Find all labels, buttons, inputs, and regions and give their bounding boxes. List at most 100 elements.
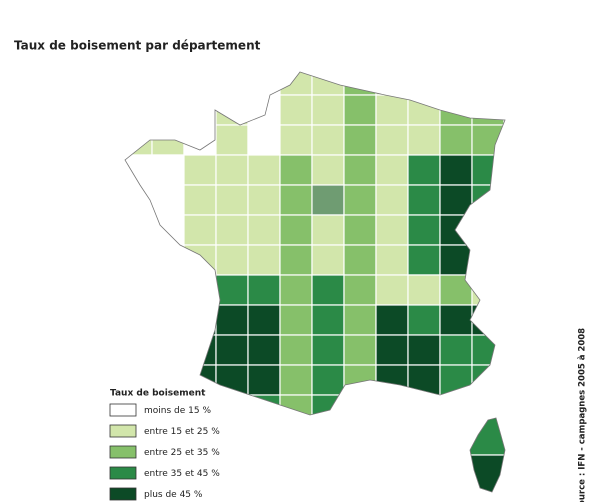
department — [125, 124, 153, 156]
department — [439, 304, 473, 336]
department — [247, 334, 281, 366]
department — [471, 304, 505, 336]
department — [311, 364, 345, 396]
legend: Taux de boisement moins de 15 % entre 15 … — [109, 389, 220, 501]
department — [343, 334, 377, 366]
department — [343, 394, 377, 415]
department — [439, 214, 473, 246]
department — [183, 184, 217, 216]
department — [125, 274, 153, 306]
department — [311, 214, 345, 246]
department — [215, 154, 249, 186]
department — [215, 72, 249, 96]
department — [215, 334, 249, 366]
department — [247, 94, 281, 126]
department — [407, 274, 441, 306]
department — [311, 304, 345, 336]
department — [343, 72, 377, 96]
departments — [125, 72, 505, 415]
department — [215, 394, 249, 415]
department — [311, 274, 345, 306]
department — [311, 334, 345, 366]
department — [471, 154, 505, 186]
department — [503, 124, 505, 156]
department — [215, 244, 249, 276]
department — [311, 154, 345, 186]
department — [407, 72, 441, 96]
department — [439, 94, 473, 126]
department — [375, 274, 409, 306]
department — [343, 124, 377, 156]
legend-label: entre 35 et 45 % — [144, 469, 220, 479]
department — [279, 184, 313, 216]
department — [375, 154, 409, 186]
department — [247, 274, 281, 306]
france-outline — [124, 71, 506, 416]
department — [247, 72, 281, 96]
department — [247, 304, 281, 336]
department — [343, 244, 377, 276]
legend-label: plus de 45 % — [144, 490, 203, 500]
department — [439, 274, 473, 306]
department — [375, 364, 409, 396]
department — [439, 154, 473, 186]
department — [311, 184, 345, 216]
department — [311, 72, 345, 96]
department — [439, 244, 473, 276]
department — [343, 154, 377, 186]
corsica — [470, 418, 505, 492]
department — [279, 94, 313, 126]
department — [311, 394, 345, 415]
department — [503, 184, 505, 216]
department — [125, 214, 153, 246]
department — [503, 334, 505, 366]
department — [343, 94, 377, 126]
department — [407, 124, 441, 156]
department — [471, 364, 505, 396]
department — [375, 334, 409, 366]
department — [151, 244, 185, 276]
department — [471, 72, 505, 96]
department — [279, 244, 313, 276]
department — [407, 94, 441, 126]
department — [125, 72, 153, 96]
department — [215, 184, 249, 216]
department — [439, 124, 473, 156]
department — [343, 274, 377, 306]
department — [375, 244, 409, 276]
department — [503, 154, 505, 186]
department — [279, 364, 313, 396]
department — [279, 72, 313, 96]
department — [279, 154, 313, 186]
department — [375, 124, 409, 156]
source-note: Source : IFN - campagnes 2005 à 2008 — [578, 328, 588, 502]
department — [439, 334, 473, 366]
department — [279, 124, 313, 156]
department — [215, 124, 249, 156]
department — [439, 394, 473, 415]
department — [247, 364, 281, 396]
department — [375, 304, 409, 336]
department — [503, 364, 505, 396]
department — [407, 214, 441, 246]
department — [183, 94, 217, 126]
legend-swatch — [109, 487, 137, 501]
department — [151, 334, 185, 366]
department — [503, 244, 505, 276]
legend-swatch — [109, 466, 137, 480]
department — [247, 184, 281, 216]
legend-label: entre 25 et 35 % — [144, 448, 220, 458]
department — [279, 274, 313, 306]
corsica-outline — [469, 417, 506, 493]
department — [125, 94, 153, 126]
department — [407, 244, 441, 276]
department — [503, 94, 505, 126]
department — [183, 154, 217, 186]
department — [215, 364, 249, 396]
department — [183, 214, 217, 246]
department — [311, 94, 345, 126]
department — [503, 274, 505, 306]
department — [439, 72, 473, 96]
legend-swatch — [109, 403, 137, 417]
